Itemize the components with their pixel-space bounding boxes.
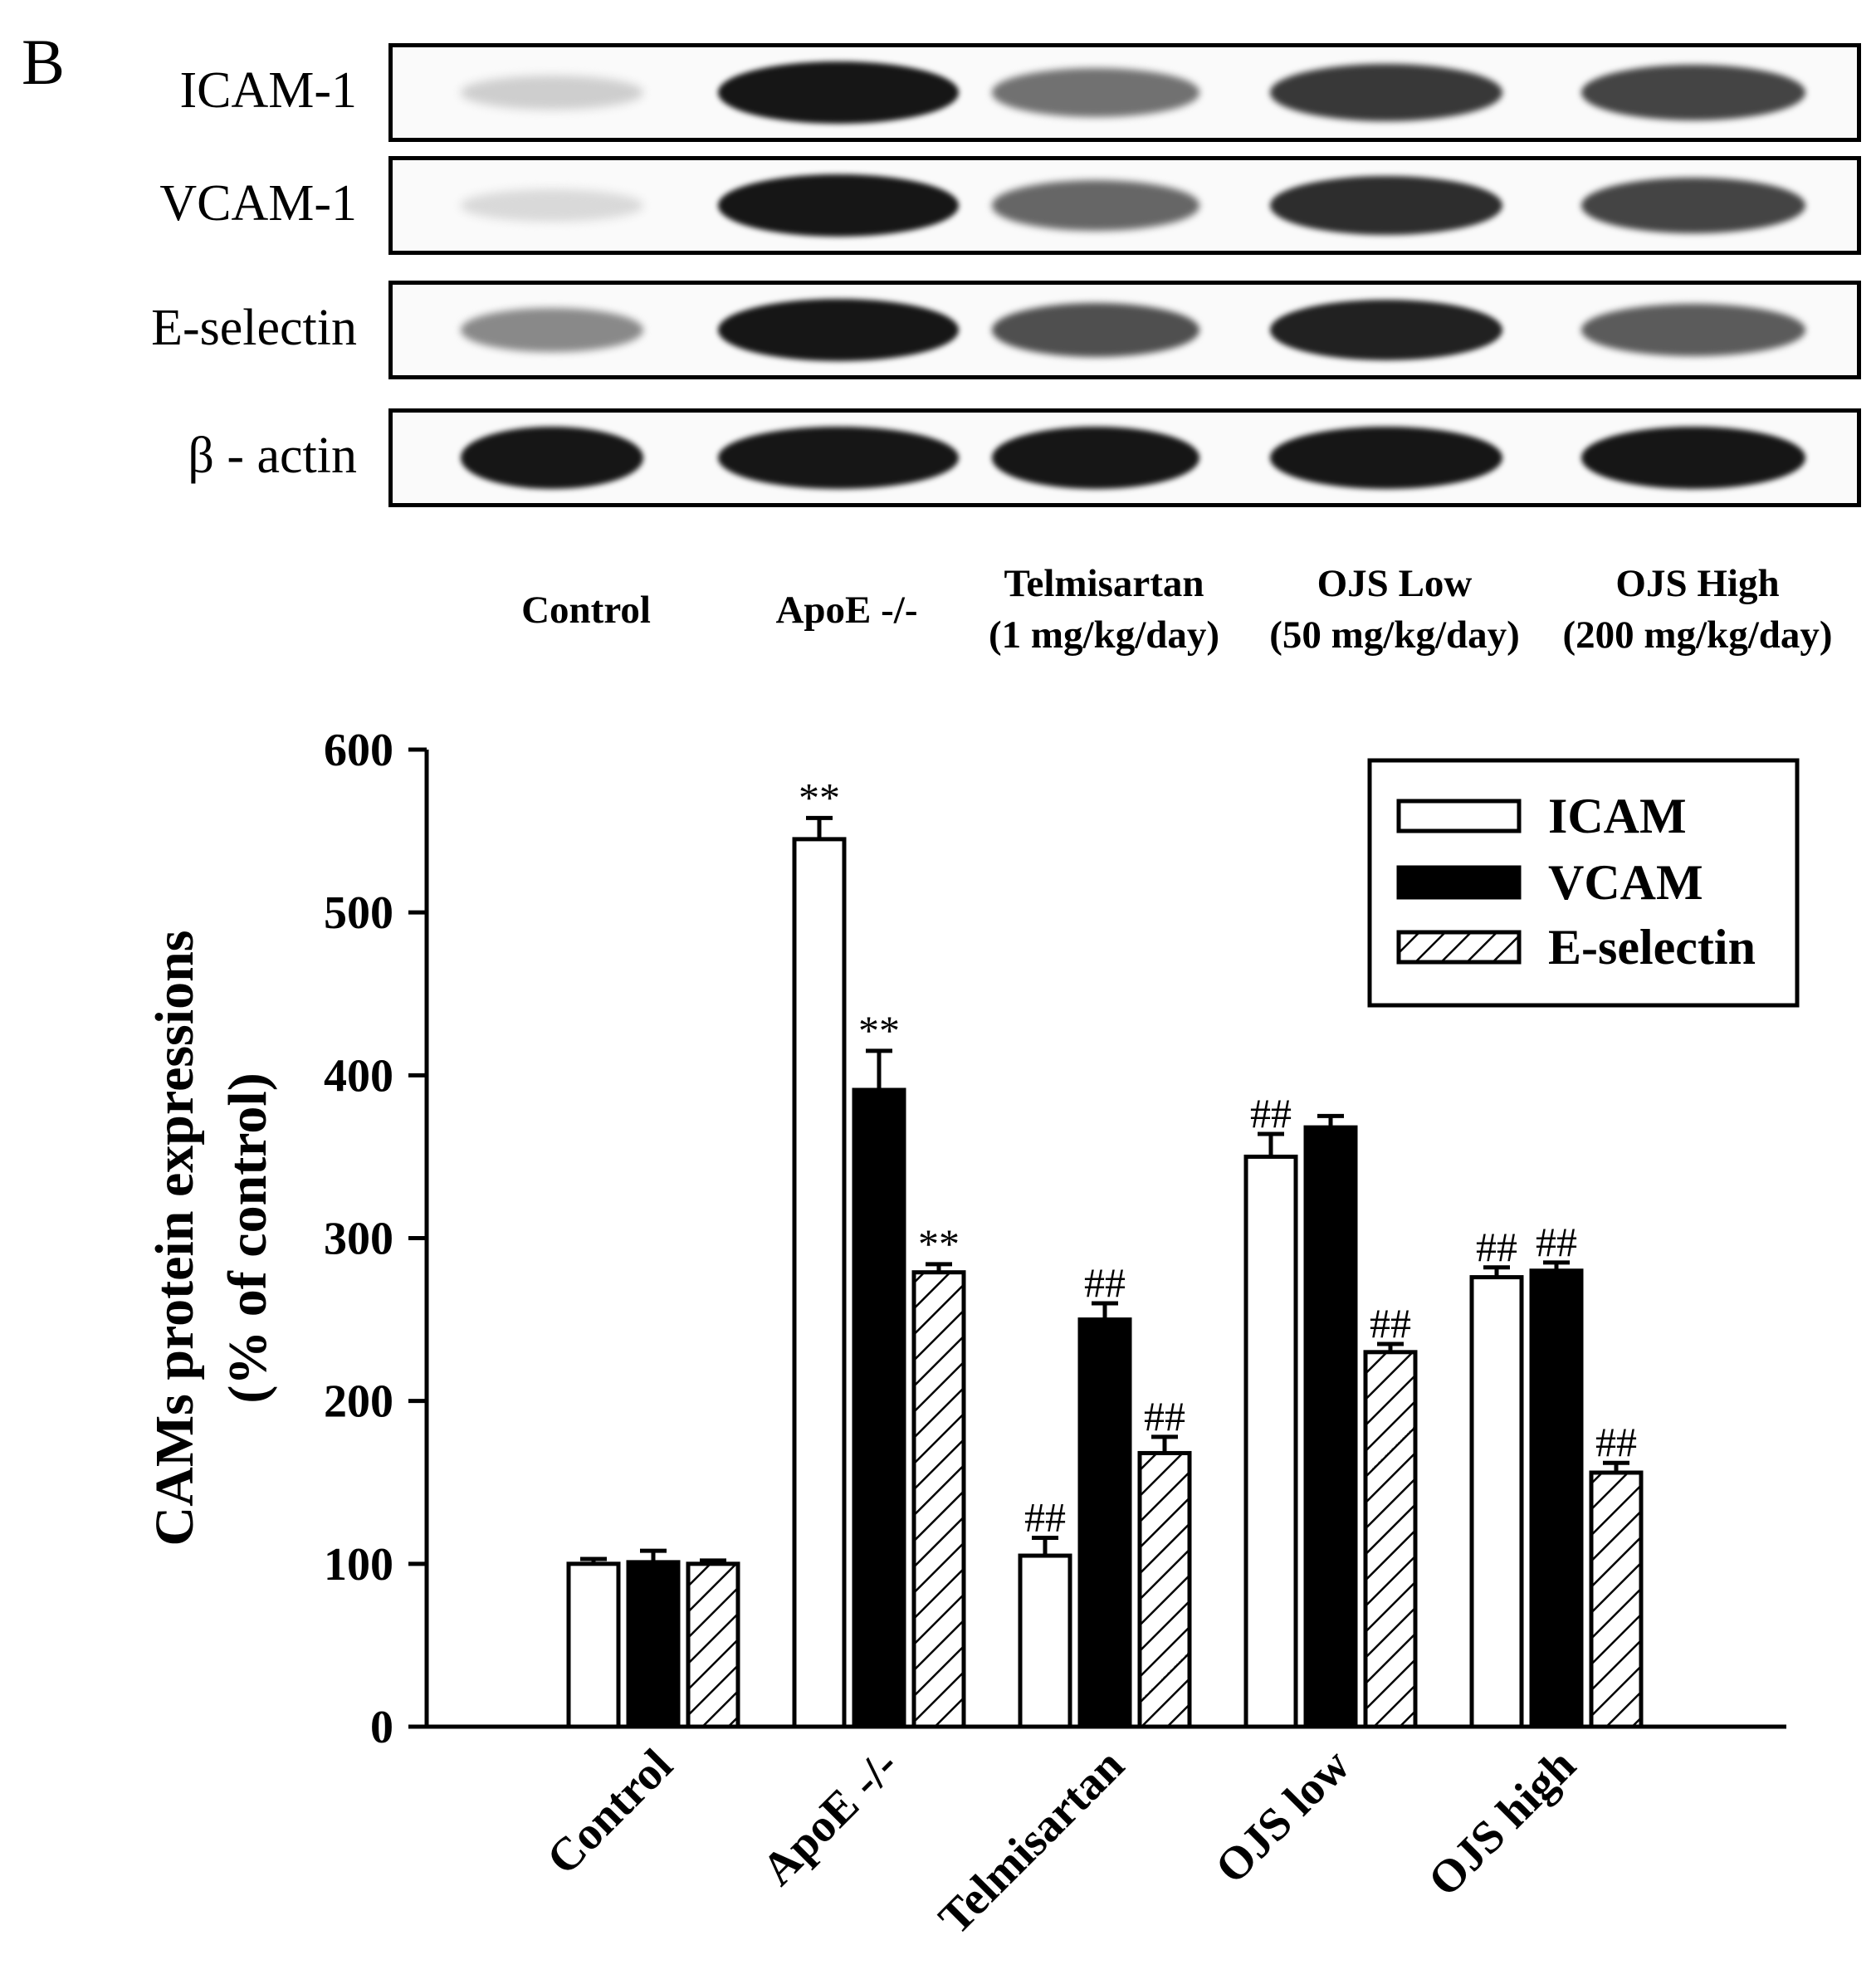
blot-band [461, 307, 643, 353]
blot-band [1581, 304, 1805, 356]
blot-band [1270, 426, 1502, 490]
blot-row-label: VCAM-1 [159, 175, 357, 232]
significance-marker: ** [799, 774, 840, 820]
blot-row-icam-1 [388, 43, 1861, 142]
y-axis-label: CAMs protein expressions [144, 931, 205, 1547]
significance-marker: ## [1536, 1219, 1577, 1265]
lane-label-line1: Control [521, 589, 651, 632]
blot-row-e-selectin [388, 281, 1861, 379]
blot-row--actin [388, 408, 1861, 507]
lane-label: OJS High (200 mg/kg/day) [1548, 558, 1847, 661]
x-category-label: OJS low [1205, 1739, 1360, 1894]
lane-label: ApoE -/- [697, 584, 996, 636]
x-category-label: OJS high [1419, 1739, 1585, 1906]
legend-label: VCAM [1548, 855, 1703, 910]
blot-band [1581, 426, 1805, 490]
y-tick-label: 600 [324, 725, 393, 776]
significance-marker: ## [1144, 1393, 1185, 1439]
legend-swatch [1396, 930, 1522, 965]
lane-label-line1: ApoE -/- [775, 589, 918, 632]
lane-label-line2: (1 mg/kg/day) [988, 613, 1220, 657]
lane-label: Control [437, 584, 735, 636]
bar-e-selectin [1589, 1470, 1644, 1729]
y-tick-label: 300 [324, 1214, 393, 1265]
y-tick-label: 200 [324, 1376, 393, 1428]
blot-row-label: E-selectin [151, 300, 357, 356]
blot-row-label: β - actin [188, 428, 357, 484]
y-tick-label: 0 [370, 1702, 393, 1753]
legend-swatch [1396, 799, 1522, 833]
lane-label: Telmisartan (1 mg/kg/day) [955, 558, 1253, 661]
legend-swatch [1396, 865, 1522, 900]
legend-label: ICAM [1548, 789, 1687, 843]
x-category-label: Telmisartan [929, 1739, 1134, 1944]
bar-vcam [852, 1087, 906, 1729]
blot-band [718, 173, 959, 237]
bar-vcam [1529, 1268, 1584, 1729]
significance-marker: ## [1476, 1224, 1517, 1270]
significance-marker: ## [1595, 1419, 1637, 1465]
blot-band [461, 76, 643, 110]
blot-band [1581, 178, 1805, 233]
bar-vcam [1077, 1317, 1132, 1729]
significance-marker: ** [918, 1220, 960, 1267]
bar-e-selectin [1137, 1450, 1192, 1729]
y-axis-label-sub: (% of control) [217, 1073, 278, 1403]
blot-band [992, 426, 1199, 490]
panel-letter: B [22, 26, 66, 98]
significance-marker: ## [1084, 1259, 1126, 1306]
lane-label-line1: Telmisartan [1004, 562, 1204, 605]
x-category-label: Control [537, 1739, 682, 1884]
bar-vcam [1303, 1125, 1358, 1729]
y-tick-label: 500 [324, 887, 393, 939]
blot-band [461, 189, 643, 222]
lane-label-line1: OJS Low [1317, 562, 1473, 605]
y-tick-label: 400 [324, 1050, 393, 1102]
significance-marker: ** [858, 1007, 900, 1053]
bar-icam [566, 1561, 621, 1729]
blot-band [718, 426, 959, 490]
lane-label-line2: (200 mg/kg/day) [1562, 613, 1833, 657]
bar-chart: 0 100 200 300 400 500 600 CAMs protein expressi… [144, 725, 1800, 1944]
bar-e-selectin [686, 1561, 740, 1729]
blot-band [1270, 175, 1502, 236]
x-category-label: ApoE -/- [752, 1739, 908, 1895]
lane-label-line2: (50 mg/kg/day) [1269, 613, 1520, 657]
bar-icam [1018, 1553, 1072, 1729]
legend-label: E-selectin [1548, 920, 1756, 975]
significance-marker: ## [1370, 1300, 1411, 1346]
blot-band [718, 61, 959, 125]
blot-band [992, 303, 1199, 357]
y-tick-label: 100 [324, 1539, 393, 1591]
blot-row-vcam-1 [388, 156, 1861, 255]
blot-band [1270, 63, 1502, 122]
significance-marker: ## [1250, 1090, 1292, 1136]
blot-band [1270, 299, 1502, 361]
significance-marker: ## [1024, 1493, 1066, 1540]
lane-label-line1: OJS High [1615, 562, 1780, 605]
bar-icam [1243, 1154, 1298, 1729]
bar-vcam [626, 1560, 681, 1729]
blot-band [1581, 65, 1805, 120]
blot-row-label: ICAM-1 [179, 62, 357, 119]
blot-band [992, 180, 1199, 231]
lane-label: OJS Low (50 mg/kg/day) [1245, 558, 1544, 661]
blot-band [718, 298, 959, 362]
blot-band [461, 426, 643, 490]
blot-band [992, 68, 1199, 117]
bar-icam [792, 837, 847, 1729]
bar-icam [1469, 1275, 1524, 1729]
bar-e-selectin [1363, 1350, 1418, 1729]
bar-e-selectin [911, 1270, 966, 1729]
